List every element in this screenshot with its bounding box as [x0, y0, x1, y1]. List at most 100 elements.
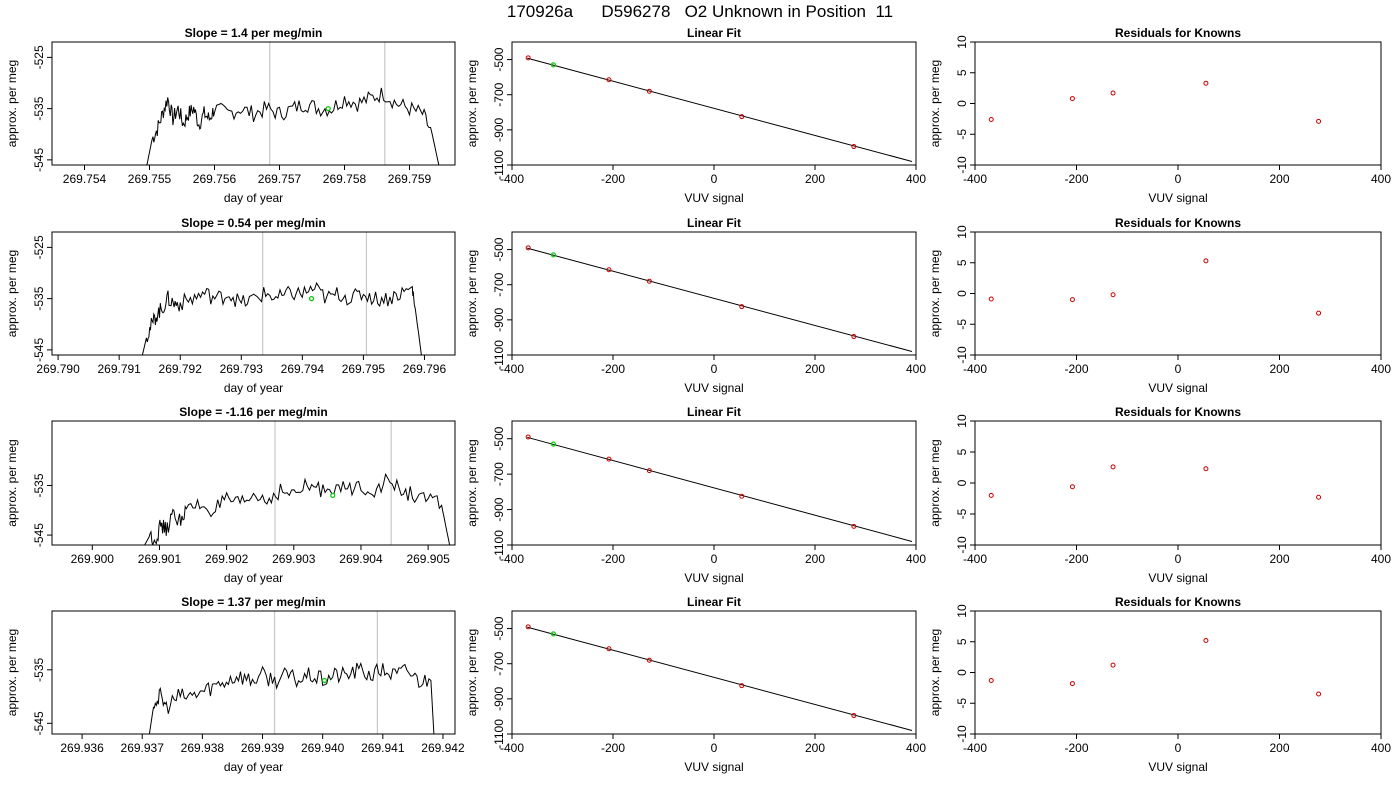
x-tick-label: 200 [1269, 552, 1289, 566]
x-tick-label: -200 [601, 741, 625, 755]
panel-1-1: Slope = 1.4 per meg/min 269.754 269.755 269… [5, 26, 456, 205]
x-tick-label: 400 [906, 362, 926, 376]
x-tick-label: 400 [1371, 172, 1391, 186]
x-tick-label: 200 [805, 172, 825, 186]
x-tick-label: 269.791 [97, 362, 141, 376]
panel-title: Slope = 1.37 per meg/min [181, 595, 325, 609]
fit-line [527, 436, 913, 542]
residual-point [1110, 662, 1116, 668]
y-tick-label: -525 [32, 235, 46, 259]
y-tick-label: -545 [32, 711, 46, 735]
known-point [525, 245, 531, 251]
residual-point [1069, 681, 1075, 687]
x-tick-label: 400 [1371, 362, 1391, 376]
panel-title: Linear Fit [687, 595, 741, 609]
x-tick-label: 269.942 [421, 741, 465, 755]
x-tick-label: 269.901 [138, 552, 182, 566]
known-point [646, 278, 652, 284]
x-tick-label: -400 [500, 172, 524, 186]
y-tick-label: 10 [955, 35, 969, 49]
y-tick-label: -1100 [492, 530, 506, 560]
x-tick-label: 0 [1175, 741, 1182, 755]
known-point [739, 493, 745, 499]
unknown-point [321, 677, 328, 684]
signal-trace [148, 661, 435, 734]
x-tick-label: 0 [711, 362, 718, 376]
y-tick-label: -545 [32, 338, 46, 362]
x-axis-label: VUV signal [684, 191, 743, 205]
y-tick-label: 10 [955, 225, 969, 239]
plot-area [988, 638, 1322, 697]
x-tick-label: 269.900 [71, 552, 115, 566]
x-tick-label: -400 [963, 362, 987, 376]
signal-trace [144, 472, 451, 545]
plot-frame [511, 231, 917, 356]
x-tick-label: 269.755 [128, 172, 172, 186]
unknown-point [330, 492, 336, 498]
plot-area [988, 258, 1322, 316]
y-tick-label: -545 [32, 148, 46, 172]
x-tick-label: 269.794 [281, 362, 325, 376]
unknown-point [550, 441, 557, 447]
known-point [646, 468, 652, 474]
panel-1-2: Linear Fit -400 -200 0 200 400 -1100 -900 -700 -5… [465, 26, 926, 205]
x-axis-label: VUV signal [684, 571, 743, 585]
residual-point [1110, 292, 1116, 298]
y-tick-label: 5 [955, 448, 969, 455]
residual-point [988, 116, 994, 122]
fit-line [527, 626, 913, 731]
y-tick-label: -500 [492, 237, 506, 261]
y-tick-label: -900 [492, 497, 506, 521]
known-point [606, 646, 612, 652]
x-tick-label: -400 [500, 741, 524, 755]
y-tick-label: -900 [492, 687, 506, 711]
residual-point [1203, 258, 1209, 264]
residual-point [1069, 96, 1075, 102]
y-tick-label: -5 [955, 319, 969, 330]
y-tick-label: -1100 [492, 719, 506, 749]
residual-point [1203, 80, 1209, 86]
x-tick-label: -200 [601, 172, 625, 186]
plot-area [141, 232, 422, 355]
x-tick-label: 200 [805, 362, 825, 376]
y-axis-label: approx. per meg [465, 250, 479, 337]
y-tick-label: -10 [955, 725, 969, 743]
x-axis-label: VUV signal [1148, 381, 1207, 395]
known-point [851, 334, 857, 340]
panel-title: Slope = -1.16 per meg/min [179, 405, 327, 419]
known-point [646, 657, 652, 663]
y-tick-label: -700 [492, 651, 506, 675]
x-tick-label: 200 [1269, 741, 1289, 755]
plot-area [525, 434, 913, 542]
x-tick-label: 400 [1371, 741, 1391, 755]
residual-point [1203, 638, 1209, 644]
panel-3-1: Slope = -1.16 per meg/min 269.900 269.901 2… [5, 405, 456, 585]
y-tick-label: -535 [32, 286, 46, 310]
y-tick-label: 0 [955, 100, 969, 107]
plot-area [988, 464, 1322, 500]
plot-area [525, 55, 913, 162]
y-tick-label: 0 [955, 290, 969, 297]
y-tick-label: 5 [955, 69, 969, 76]
y-tick-label: -500 [492, 426, 506, 450]
panel-title: Residuals for Knowns [1115, 26, 1241, 40]
residual-point [1316, 118, 1322, 124]
x-tick-label: 200 [805, 552, 825, 566]
panel-4-1: Slope = 1.37 per meg/min 269.936 269.937 26… [5, 595, 465, 774]
x-tick-label: 400 [906, 552, 926, 566]
y-tick-label: -10 [955, 536, 969, 554]
y-axis-label: approx. per meg [5, 250, 19, 337]
known-point [739, 304, 745, 310]
x-axis-label: day of year [224, 381, 283, 395]
known-point [606, 267, 612, 273]
residual-point [1316, 691, 1322, 697]
y-tick-label: -700 [492, 272, 506, 296]
residual-point [1069, 484, 1075, 490]
x-axis-label: VUV signal [1148, 191, 1207, 205]
x-tick-label: 269.758 [323, 172, 367, 186]
plot-frame [511, 610, 917, 735]
x-tick-label: 269.902 [205, 552, 249, 566]
x-tick-label: 0 [1175, 362, 1182, 376]
y-tick-label: 10 [955, 414, 969, 428]
x-tick-label: 200 [805, 741, 825, 755]
